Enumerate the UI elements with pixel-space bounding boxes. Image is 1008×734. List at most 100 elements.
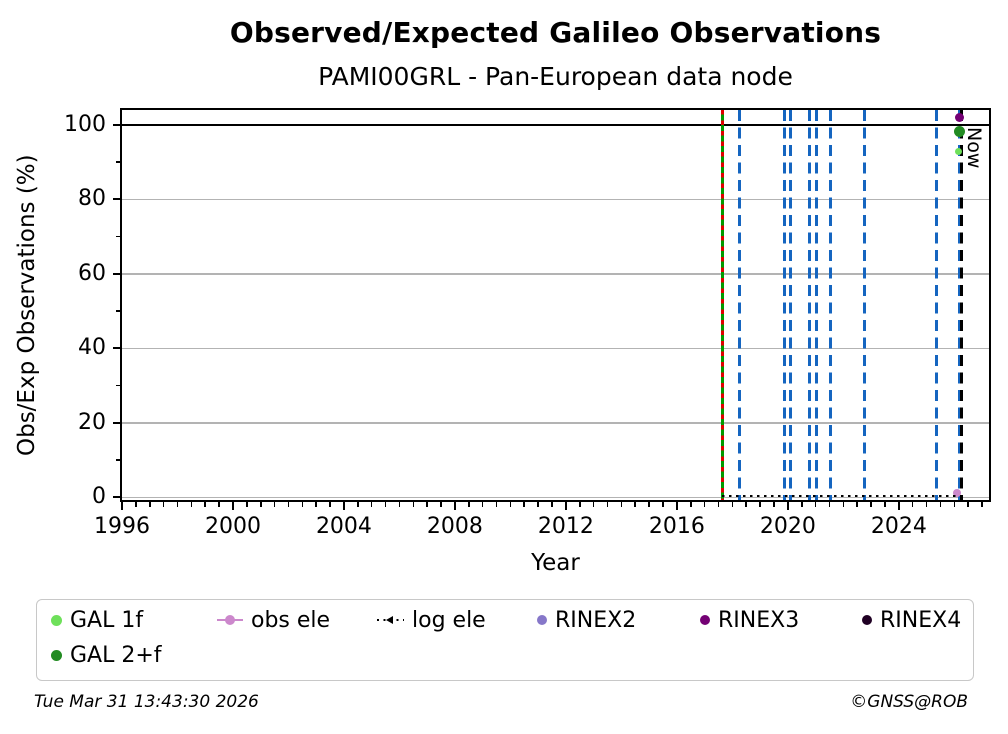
x-tick-minor (759, 502, 761, 507)
x-tick-label: 2000 (204, 514, 261, 539)
x-tick-minor (537, 502, 539, 507)
y-axis-label: Obs/Exp Observations (%) (14, 154, 40, 456)
x-tick-minor (606, 502, 609, 507)
legend-label: log ele (412, 607, 486, 633)
legend-item-rinex4: RINEX4 (862, 606, 961, 634)
x-tick-minor (148, 502, 151, 507)
x-tick-minor (246, 502, 248, 507)
x-tick-minor (662, 502, 664, 507)
x-tick-label: 2008 (426, 514, 483, 539)
obs-ele-line-dot-icon (217, 614, 243, 626)
y-tick-label: 40 (78, 335, 106, 361)
x-tick-major (565, 502, 567, 510)
rinex3-dot-icon (700, 615, 710, 625)
station-event-blue (863, 110, 867, 500)
y-tick-label: 80 (78, 186, 106, 212)
legend-label: obs ele (251, 607, 331, 633)
chart-title: Observed/Expected Galileo Observations (229, 16, 882, 49)
grid-line-y (122, 273, 989, 275)
grid-line-y (122, 422, 989, 424)
x-tick-minor (842, 502, 845, 507)
x-tick-minor (592, 502, 595, 507)
station-event-blue (814, 110, 818, 500)
x-tick-minor (315, 502, 317, 507)
x-tick-minor (481, 502, 484, 507)
x-axis-label: Year (531, 550, 580, 576)
legend-label: RINEX4 (880, 607, 962, 633)
x-tick-minor (773, 502, 775, 507)
y-tick-label: 100 (64, 111, 106, 137)
x-tick-minor (731, 502, 734, 507)
log-ele-dotted-arrow-icon (377, 614, 404, 626)
y-tick-minor (116, 235, 120, 238)
station-event-blue (829, 110, 833, 500)
plot-frame (120, 108, 991, 502)
data-point-gal-1f (954, 148, 962, 156)
legend-label: GAL 2+f (70, 642, 162, 668)
y-tick-label: 0 (92, 484, 106, 510)
x-tick-minor (953, 502, 956, 507)
x-tick-minor (884, 502, 886, 507)
x-tick-major (454, 502, 456, 510)
x-tick-minor (523, 502, 526, 507)
y-tick-label: 20 (78, 409, 106, 435)
station-event-red (720, 110, 724, 500)
x-tick-minor (689, 502, 692, 507)
x-tick-label: 2020 (759, 514, 816, 539)
grid-line-y (122, 496, 989, 499)
x-tick-minor (856, 502, 858, 507)
chart-subtitle: PAMI00GRL - Pan-European data node (318, 62, 793, 91)
now-line (959, 110, 963, 500)
y-tick-label: 60 (78, 260, 106, 286)
rinex2-dot-icon (537, 615, 547, 625)
legend-item-log-ele: log ele (377, 606, 486, 634)
now-annotation: Now (963, 127, 985, 169)
station-event-blue (737, 110, 741, 500)
data-point-obs-ele (953, 488, 962, 497)
x-tick-minor (301, 502, 304, 507)
legend-item-rinex3: RINEX3 (700, 606, 799, 634)
legend-label: RINEX3 (718, 607, 800, 633)
gal-2f-dot-icon (51, 649, 62, 661)
legend-item-obs-ele: obs ele (217, 606, 330, 634)
station-event-blue (934, 110, 938, 500)
x-tick-minor (911, 502, 914, 507)
y-tick-minor (116, 459, 120, 461)
station-event-blue (782, 110, 786, 500)
x-tick-minor (412, 502, 415, 507)
x-tick-minor (426, 502, 428, 507)
expected-100-line (122, 123, 989, 127)
y-tick-major (113, 198, 120, 201)
y-tick-minor (116, 161, 120, 163)
x-tick-label: 2012 (537, 514, 594, 539)
x-tick-minor (384, 502, 387, 507)
y-tick-major (113, 347, 120, 350)
x-tick-minor (814, 502, 817, 507)
station-event-blue (807, 110, 811, 500)
x-tick-minor (717, 502, 720, 507)
legend-item-rinex2: RINEX2 (537, 606, 636, 634)
log ele-line (722, 495, 963, 498)
x-tick-minor (135, 502, 137, 507)
x-tick-label: 2004 (315, 514, 372, 539)
x-tick-minor (162, 502, 165, 507)
x-tick-label: 2016 (648, 514, 705, 539)
x-tick-minor (828, 502, 831, 507)
plot-timestamp: Tue Mar 31 13:43:30 2026 (34, 692, 259, 712)
x-tick-minor (329, 502, 331, 507)
x-tick-minor (925, 502, 928, 507)
station-event-blue (957, 110, 961, 500)
x-tick-minor (620, 502, 623, 507)
legend-label: GAL 1f (70, 607, 144, 633)
rinex4-dot-icon (862, 615, 872, 625)
gal-1f-dot-icon (51, 614, 62, 626)
legend-box: GAL 1f obs ele log ele RINEX2 RINEX3 RIN… (36, 599, 974, 681)
y-tick-minor (116, 384, 120, 387)
x-tick-minor (398, 502, 401, 507)
legend-item-gal-1f: GAL 1f (51, 606, 143, 634)
x-tick-minor (287, 502, 290, 507)
x-tick-minor (981, 502, 983, 507)
legend-item-gal-2f: GAL 2+f (51, 641, 162, 669)
x-tick-minor (509, 502, 512, 507)
